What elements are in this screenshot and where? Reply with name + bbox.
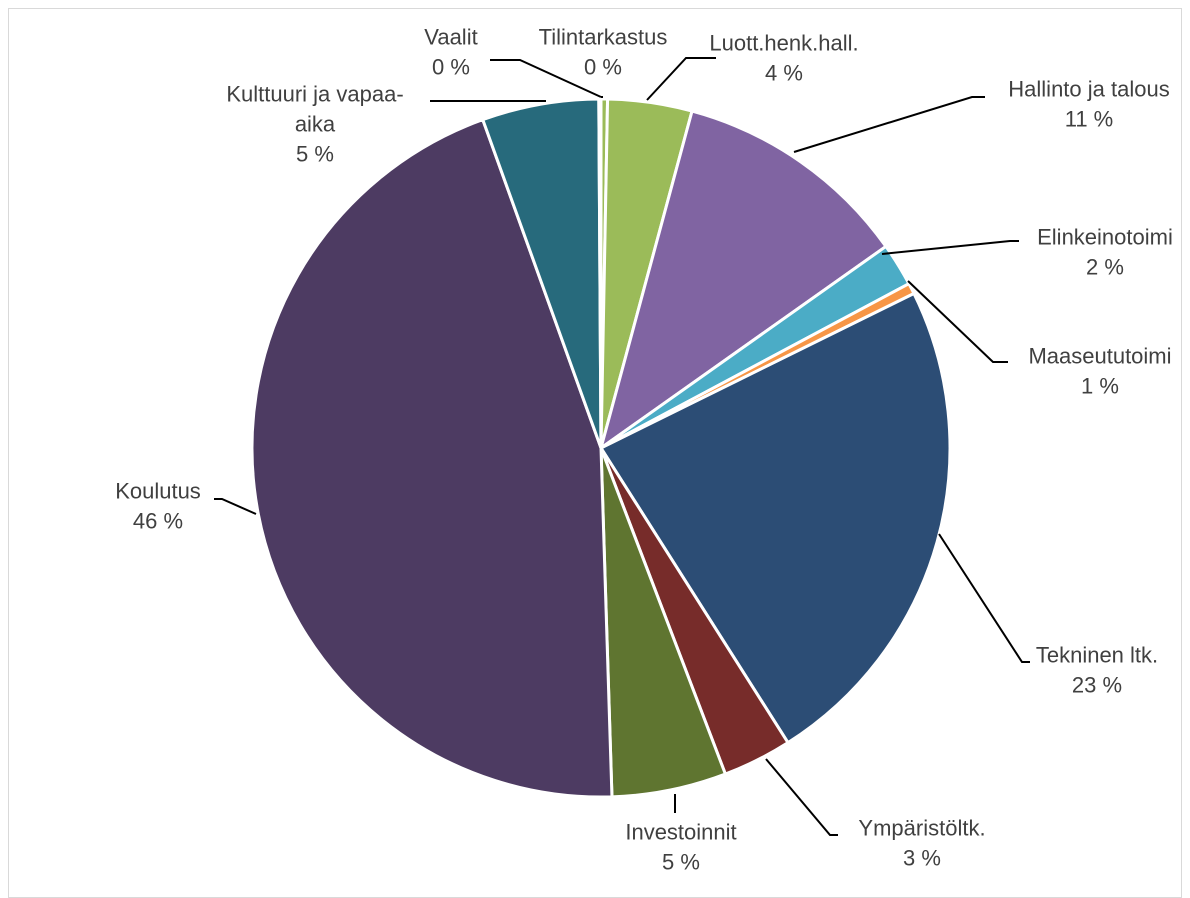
slice-percent-label: 5 % — [296, 142, 334, 167]
leader-line — [765, 758, 838, 836]
leader-line — [214, 498, 257, 515]
slice-name-label: Kulttuuri ja vapaa- — [226, 82, 403, 107]
slice-percent-label: 11 % — [1065, 107, 1114, 132]
slice-percent-label: 5 % — [662, 850, 700, 875]
slice-percent-label: 1 % — [1081, 374, 1119, 399]
leader-line — [646, 57, 716, 101]
slice-name-label: Ympäristöltk. — [858, 816, 985, 841]
leader-line — [881, 240, 1019, 255]
slice-name-label: Tilintarkastus — [539, 25, 668, 50]
pie-slices — [250, 97, 952, 799]
slice-name-label: Vaalit — [424, 25, 477, 50]
slice-percent-label: 46 % — [133, 509, 183, 534]
slice-name-label: Luott.henk.hall. — [709, 31, 858, 56]
slice-name-label: Tekninen ltk. — [1036, 643, 1158, 668]
slice-name-label: Investoinnit — [625, 820, 736, 845]
slice-name-label: Maaseututoimi — [1028, 344, 1171, 369]
pie-slice-koulutus — [250, 117, 614, 799]
pie-slice-vaalit — [597, 97, 603, 449]
leader-line — [490, 59, 602, 98]
pie-chart: Tilintarkastus 0 % Luott.henk.hall. 4 % Hall… — [115, 25, 1173, 875]
pie-slice-hallinto-ja-talous — [598, 109, 888, 452]
slice-percent-label: 3 % — [903, 846, 941, 871]
slice-percent-label: 23 % — [1072, 673, 1122, 698]
slice-name-label: Hallinto ja talous — [1008, 77, 1169, 102]
slice-name-label: Elinkeinotoimi — [1037, 225, 1173, 250]
slice-name-label: aika — [295, 112, 336, 137]
pie-slice-tekninen-ltk- — [598, 291, 952, 745]
leader-lines — [214, 57, 1030, 836]
slice-percent-label: 0 % — [584, 55, 622, 80]
slice-labels: Tilintarkastus 0 % Luott.henk.hall. 4 % Hall… — [115, 25, 1173, 875]
slice-percent-label: 4 % — [765, 61, 803, 86]
slice-percent-label: 2 % — [1086, 255, 1124, 280]
slice-name-label: Koulutus — [115, 479, 201, 504]
leader-line — [907, 280, 1008, 363]
leader-line — [938, 533, 1030, 663]
slice-percent-label: 0 % — [432, 55, 470, 80]
leader-line — [793, 96, 985, 153]
